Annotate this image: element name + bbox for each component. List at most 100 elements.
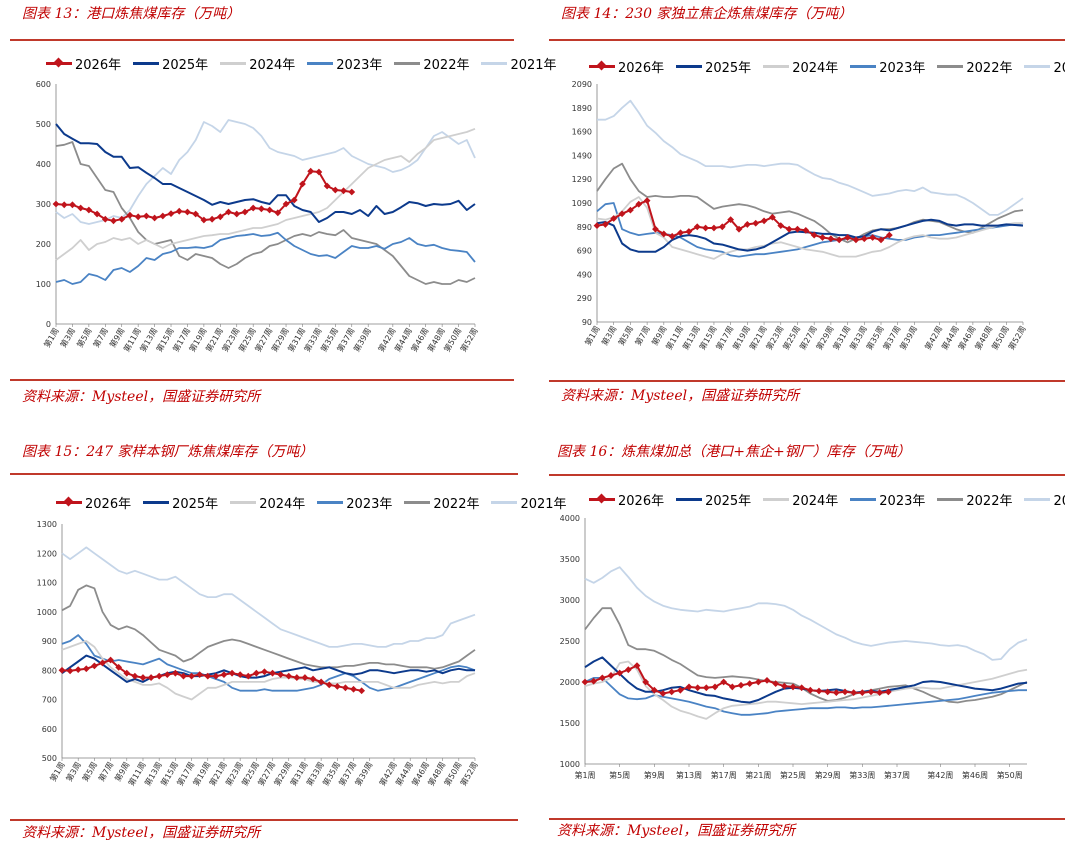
series-point [82, 665, 90, 673]
series-point [269, 669, 276, 677]
series-point [710, 224, 718, 232]
legend-item: 2026年 [46, 54, 121, 73]
legend-item: 2022年 [937, 57, 1012, 76]
legend-label: 2023年 [879, 494, 926, 509]
source-note: 资料来源：Mysteel，国盛证券研究所 [561, 388, 800, 404]
y-tick-label: 200 [36, 240, 51, 249]
panel-13: 图表 13：港口炼焦煤库存（万吨） 2026年 2025年 2024年 2023年 20… [0, 0, 557, 420]
legend-item: 2021年 [481, 54, 557, 73]
legend-swatch [143, 501, 170, 504]
x-tick-label: 第46周 [962, 770, 988, 780]
series-point [348, 188, 356, 196]
legend-item: 2024年 [230, 493, 305, 512]
series-point [802, 226, 810, 234]
series-point [228, 669, 236, 677]
series-line-2023年 [584, 676, 1027, 716]
series-point [668, 688, 676, 696]
series-point [763, 676, 771, 684]
legend-label: 2021年 [510, 58, 557, 73]
x-tick-label: 第1周 [48, 760, 67, 783]
y-tick-label: 1300 [37, 520, 57, 529]
series-point [142, 212, 150, 220]
y-tick-label: 690 [577, 247, 592, 256]
y-tick-label: 90 [582, 318, 592, 327]
series-point [331, 186, 339, 194]
legend-label: 2021年 [520, 497, 567, 512]
legend: 2026年 2025年 2024年 2023年 2022年 2021年 [56, 493, 579, 512]
panel-title: 图表 16：炼焦煤加总（港口+焦企+钢厂）库存（万吨） [557, 444, 911, 460]
legend: 2026年 2025年 2024年 2023年 2022年 2021年 [46, 54, 569, 73]
legend-swatch [307, 62, 334, 65]
series-line-2022年 [584, 607, 1028, 704]
y-tick-label: 700 [42, 696, 57, 705]
series-line-2023年 [61, 634, 476, 692]
series-point [601, 221, 609, 228]
y-tick-label: 0 [46, 320, 51, 329]
series-point [323, 182, 331, 190]
legend: 2026年 2025年 2024年 2023年 2022年 2021年 [589, 57, 1065, 76]
legend-item: 2021年 [491, 493, 567, 512]
legend-item: 2026年 [589, 490, 664, 509]
panel-title: 图表 14：230 家独立焦企炼焦煤库存（万吨） [561, 6, 853, 22]
series-point [101, 215, 109, 223]
series-point [155, 672, 163, 680]
series-point [74, 666, 82, 674]
series-point [208, 215, 216, 223]
y-tick-label: 290 [577, 294, 592, 303]
series-point [340, 187, 347, 195]
series-line-2024年 [55, 127, 476, 261]
series-point [315, 168, 323, 176]
series-point [350, 685, 357, 693]
legend-swatch [850, 498, 877, 501]
x-tick-label: 第1周 [583, 324, 602, 347]
series-point [175, 207, 183, 215]
series-point [307, 167, 315, 175]
source-divider [549, 818, 1065, 820]
y-tick-label: 1200 [37, 549, 57, 558]
series-point [876, 689, 884, 697]
series-point [743, 221, 751, 228]
y-tick-label: 100 [36, 280, 51, 289]
legend-swatch [763, 65, 790, 68]
panel-15: 图表 15：247 家样本钢厂炼焦煤库存（万吨） 2026年 2025年 2024年… [0, 430, 567, 845]
legend-label: 2021年 [1053, 61, 1065, 76]
series-point [261, 668, 268, 676]
y-tick-label: 1090 [572, 199, 592, 208]
series-point [850, 689, 858, 697]
series-point [598, 674, 606, 682]
series-point [841, 688, 849, 696]
series-point [358, 687, 366, 695]
series-point [257, 205, 265, 213]
legend-label: 2024年 [792, 61, 839, 76]
y-tick-label: 500 [42, 754, 57, 763]
series-point [702, 224, 709, 232]
legend-swatch [317, 501, 344, 504]
series-line-2025年 [61, 654, 475, 683]
series-line-2022年 [55, 141, 476, 285]
series-point [643, 197, 651, 205]
series-point [827, 235, 835, 243]
x-tick-label: 第7周 [633, 324, 652, 347]
x-tick-label: 第17周 [711, 770, 737, 780]
series-point [858, 689, 866, 697]
legend-label: 2025年 [705, 494, 752, 509]
series-point [171, 669, 179, 677]
source-note: 资料来源：Mysteel，国盛证券研究所 [22, 389, 261, 405]
legend-label: 2026年 [85, 497, 132, 512]
y-tick-label: 1490 [572, 151, 592, 160]
legend-swatch [394, 62, 421, 65]
source-divider [10, 819, 518, 821]
series-line-2025年 [55, 123, 476, 223]
legend-item: 2024年 [763, 57, 838, 76]
legend-label: 2025年 [162, 58, 209, 73]
series-point [616, 669, 624, 677]
legend-swatch [937, 498, 964, 501]
series-point [212, 672, 220, 680]
series-point [252, 669, 260, 677]
series-point [752, 219, 760, 227]
series-line-2024年 [584, 660, 1028, 720]
x-tick-label: 第5周 [74, 326, 93, 349]
series-point [668, 232, 676, 240]
line-chart: 90 290 490 690 890 1090 1290 1490 1690 1890 2090 第1… [572, 80, 1028, 352]
series-point [139, 674, 147, 681]
